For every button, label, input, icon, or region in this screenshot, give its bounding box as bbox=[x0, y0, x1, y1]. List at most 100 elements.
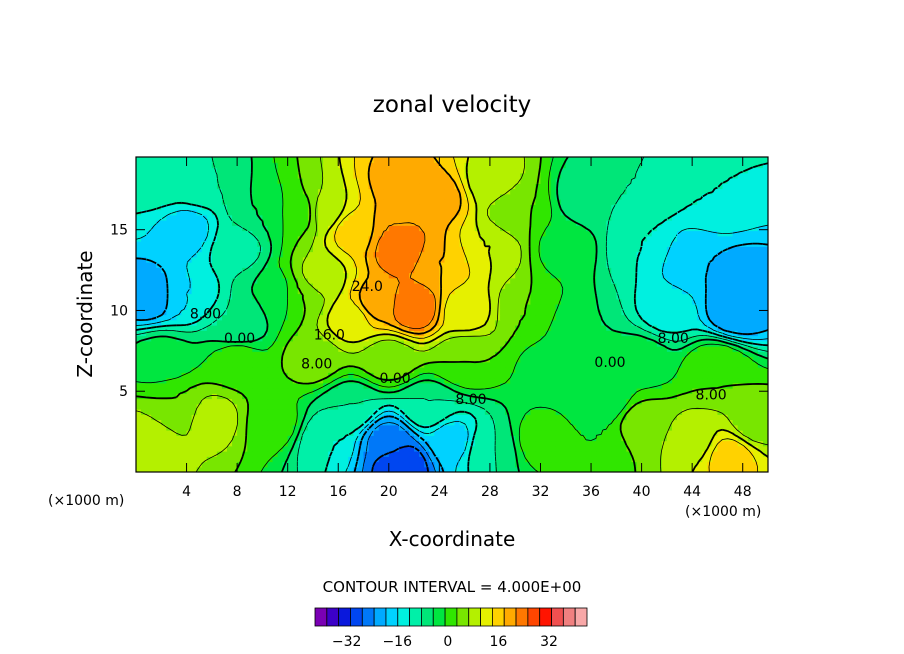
contour-cell bbox=[449, 430, 456, 436]
contour-cell bbox=[323, 351, 329, 358]
contour-cell bbox=[575, 424, 582, 431]
contour-cell bbox=[257, 382, 263, 389]
contour-cell bbox=[409, 288, 415, 295]
contour-cell bbox=[186, 335, 193, 342]
contour-cell bbox=[570, 309, 577, 316]
contour-cell bbox=[393, 367, 400, 373]
contour-cell bbox=[717, 445, 724, 452]
contour-cell bbox=[247, 367, 253, 373]
contour-cell bbox=[606, 403, 612, 410]
contour-cell bbox=[328, 288, 334, 295]
contour-cell bbox=[343, 319, 349, 326]
contour-cell bbox=[585, 430, 592, 436]
contour-cell bbox=[161, 382, 167, 389]
contour-cell bbox=[646, 304, 653, 310]
contour-cell bbox=[282, 283, 289, 289]
contour-cell bbox=[227, 340, 233, 347]
contour-cell bbox=[272, 377, 279, 384]
contour-cell bbox=[358, 262, 365, 268]
contour-cell bbox=[398, 435, 405, 442]
contour-cell bbox=[651, 346, 658, 352]
contour-cell bbox=[237, 351, 243, 358]
contour-cell bbox=[444, 372, 451, 379]
contour-cell bbox=[307, 361, 314, 368]
contour-cell bbox=[383, 440, 390, 447]
contour-cell bbox=[302, 388, 309, 394]
contour-cell bbox=[621, 340, 628, 347]
contour-cell bbox=[621, 367, 628, 373]
contour-cell bbox=[697, 267, 703, 274]
contour-cell bbox=[277, 382, 284, 389]
contour-cell bbox=[626, 451, 633, 457]
contour-cell bbox=[631, 388, 638, 394]
contour-cell bbox=[186, 309, 193, 316]
contour-cell bbox=[439, 440, 446, 447]
contour-cell bbox=[626, 304, 633, 310]
contour-cell bbox=[449, 283, 456, 289]
contour-cell bbox=[676, 393, 683, 400]
contour-cell bbox=[383, 388, 390, 394]
contour-cell bbox=[459, 451, 466, 457]
contour-cell bbox=[687, 461, 693, 468]
contour-cell bbox=[469, 361, 476, 368]
contour-cell bbox=[211, 451, 218, 457]
contour-cell bbox=[591, 340, 597, 347]
contour-cell bbox=[484, 456, 491, 463]
contour-cell bbox=[277, 267, 284, 274]
contour-cell bbox=[393, 298, 400, 305]
contour-cell bbox=[419, 440, 425, 447]
contour-cell bbox=[742, 430, 749, 436]
contour-cell bbox=[565, 356, 572, 363]
contour-cell bbox=[651, 461, 658, 468]
contour-cell bbox=[545, 361, 552, 368]
contour-cell bbox=[409, 456, 415, 463]
contour-cell bbox=[459, 466, 466, 472]
contour-cell bbox=[323, 456, 329, 463]
contour-cell bbox=[464, 445, 471, 452]
contour-cell bbox=[242, 456, 248, 463]
contour-cell bbox=[661, 330, 668, 337]
contour-cell bbox=[712, 419, 719, 426]
contour-cell bbox=[252, 272, 258, 279]
contour-cell bbox=[636, 451, 643, 457]
contour-cell bbox=[216, 304, 223, 310]
contour-cell bbox=[570, 424, 577, 431]
contour-cell bbox=[338, 325, 344, 331]
contour-cell bbox=[287, 319, 294, 326]
contour-cell bbox=[570, 293, 577, 300]
contour-cell bbox=[211, 388, 218, 394]
contour-cell bbox=[439, 309, 446, 316]
contour-cell bbox=[419, 398, 425, 405]
contour-cell bbox=[277, 430, 284, 436]
contour-cell bbox=[692, 451, 698, 457]
contour-cell bbox=[570, 319, 577, 326]
contour-cell bbox=[717, 361, 724, 368]
contour-cell bbox=[656, 451, 663, 457]
contour-cell bbox=[530, 330, 537, 337]
contour-cell bbox=[242, 277, 248, 284]
contour-cell bbox=[252, 393, 258, 400]
contour-cell bbox=[403, 314, 410, 321]
contour-cell bbox=[237, 340, 243, 347]
contour-cell bbox=[651, 309, 658, 316]
contour-cell bbox=[707, 346, 713, 352]
contour-cell bbox=[393, 340, 400, 347]
contour-cell bbox=[206, 461, 213, 468]
contour-cell bbox=[383, 314, 390, 321]
contour-cell bbox=[343, 298, 349, 305]
contour-cell bbox=[414, 414, 420, 421]
contour-cell bbox=[338, 319, 344, 326]
contour-cell bbox=[181, 309, 188, 316]
contour-cell bbox=[484, 319, 491, 326]
contour-cell bbox=[687, 414, 693, 421]
contour-cell bbox=[570, 298, 577, 305]
contour-cell bbox=[434, 361, 440, 368]
contour-cell bbox=[419, 409, 425, 415]
contour-cell bbox=[722, 424, 729, 431]
contour-cell bbox=[540, 319, 547, 326]
contour-cell bbox=[292, 361, 299, 368]
contour-cell bbox=[353, 298, 360, 305]
contour-cell bbox=[257, 435, 263, 442]
contour-cell bbox=[307, 435, 314, 442]
contour-cell bbox=[697, 304, 703, 310]
